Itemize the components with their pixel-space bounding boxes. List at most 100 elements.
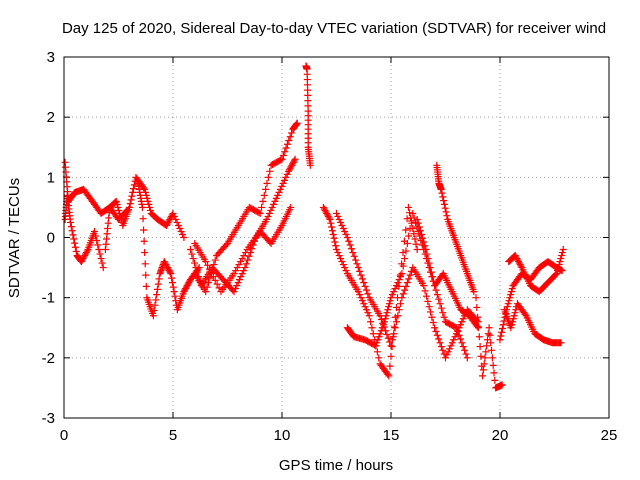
data-point — [67, 218, 75, 226]
data-point — [394, 279, 402, 287]
data-point — [288, 129, 296, 137]
data-point — [335, 252, 343, 260]
y-tick-label: 0 — [47, 230, 55, 247]
data-point — [455, 324, 463, 332]
data-point — [424, 297, 432, 305]
data-point — [357, 271, 365, 279]
data-point — [93, 237, 101, 245]
data-point — [267, 206, 275, 214]
series-2 — [61, 191, 107, 272]
data-point — [399, 290, 407, 298]
data-point — [345, 237, 353, 245]
data-point — [399, 262, 407, 270]
data-point — [337, 255, 345, 263]
data-point — [513, 255, 521, 263]
data-point — [483, 342, 491, 350]
data-point — [406, 209, 414, 217]
data-point — [163, 220, 171, 228]
data-point — [215, 284, 223, 292]
data-point — [207, 269, 215, 277]
data-point — [437, 304, 445, 312]
data-point — [390, 323, 398, 331]
data-point — [71, 239, 79, 247]
data-point — [390, 330, 398, 338]
data-point — [328, 227, 336, 235]
data-point — [512, 306, 520, 314]
data-point — [163, 262, 171, 270]
data-point — [386, 362, 394, 370]
data-point — [459, 315, 467, 323]
data-point — [397, 273, 405, 281]
data-point — [512, 253, 520, 261]
data-point — [116, 209, 124, 217]
data-point — [114, 203, 122, 211]
data-points — [61, 62, 567, 392]
data-point — [333, 246, 340, 254]
data-point — [324, 212, 332, 220]
data-point — [322, 208, 330, 216]
data-point — [289, 158, 297, 166]
data-point — [112, 197, 120, 205]
data-point — [327, 219, 335, 227]
data-point — [329, 230, 337, 238]
data-point — [332, 242, 340, 250]
data-point — [438, 189, 446, 197]
data-point — [145, 200, 153, 208]
data-point — [230, 288, 238, 296]
data-point — [128, 192, 136, 200]
data-point — [557, 255, 565, 263]
data-point — [384, 306, 392, 314]
data-point — [206, 265, 214, 273]
data-point — [498, 381, 506, 389]
series-1 — [61, 158, 131, 223]
x-axis-ticks: 0 5 10 15 20 25 — [60, 57, 617, 444]
data-point — [282, 173, 290, 181]
data-point — [211, 256, 219, 264]
data-point — [508, 285, 516, 293]
data-point — [263, 215, 271, 223]
data-point — [357, 294, 365, 302]
data-point — [241, 264, 249, 272]
data-point — [361, 282, 369, 290]
data-point — [451, 333, 459, 341]
data-point — [177, 227, 185, 235]
data-point — [427, 308, 435, 316]
data-point — [240, 267, 248, 275]
data-point — [474, 323, 482, 331]
data-point — [206, 274, 214, 282]
data-point — [412, 240, 420, 248]
data-point — [180, 234, 188, 241]
data-point — [325, 214, 333, 222]
data-point — [235, 261, 243, 269]
data-point — [164, 264, 172, 272]
data-point — [390, 288, 398, 296]
series-4 — [134, 179, 203, 320]
data-point — [241, 249, 249, 257]
data-point — [489, 361, 497, 369]
data-point — [287, 163, 295, 171]
data-point — [350, 252, 358, 260]
data-point — [338, 258, 346, 266]
data-point — [433, 291, 441, 299]
data-point — [94, 241, 102, 249]
data-point — [439, 346, 447, 354]
data-point — [288, 161, 296, 169]
data-point — [181, 286, 189, 294]
data-point — [451, 323, 459, 331]
data-point — [483, 336, 491, 344]
data-point — [491, 376, 499, 384]
data-point — [373, 339, 381, 347]
data-point — [161, 259, 169, 267]
data-point — [287, 203, 295, 211]
data-point — [440, 197, 448, 205]
data-point — [168, 274, 176, 282]
data-point — [70, 235, 78, 243]
data-point — [170, 288, 178, 296]
data-point — [391, 285, 399, 293]
data-point — [339, 261, 347, 269]
data-point — [155, 275, 163, 283]
data-point — [71, 243, 79, 251]
data-point — [367, 318, 375, 326]
series-17 — [505, 246, 567, 296]
data-point — [339, 224, 347, 232]
